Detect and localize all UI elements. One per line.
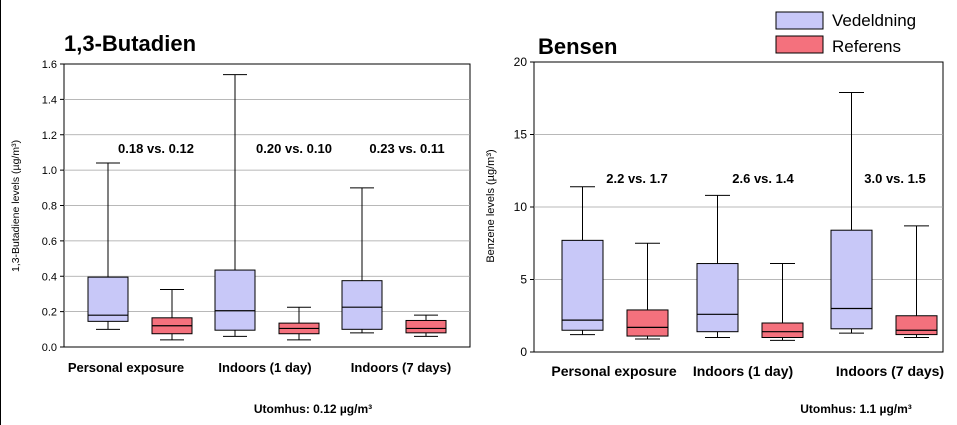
y-tick-label: 1.0 <box>42 165 57 177</box>
y-tick-label: 0.4 <box>42 271 57 283</box>
benzene-chart: Bensen Benzene levels (µg/m³) Utomhus: 1… <box>485 34 944 416</box>
y-tick-label: 20 <box>514 55 528 69</box>
box-body <box>895 315 938 336</box>
y-tick-label: 1.6 <box>42 59 57 71</box>
box-vedeldning-3 <box>341 187 383 334</box>
y-tick-label: 0.8 <box>42 201 57 213</box>
box-body <box>761 322 804 338</box>
annotation-label: 2.6 vs. 1.4 <box>732 171 794 186</box>
y-axis-label-butadiene: 1,3-Butadiene levels (µg/m³) <box>10 140 22 272</box>
category-label: Indoors (7 days) <box>836 363 944 379</box>
annotation-label: 0.18 vs. 0.12 <box>118 141 194 156</box>
chart-title-butadiene: 1,3-Butadien <box>64 31 196 56</box>
y-tick-label: 0.6 <box>42 236 57 248</box>
y-tick-label: 5 <box>520 273 527 287</box>
box-referens-1 <box>626 242 669 340</box>
box-body <box>405 319 447 334</box>
box-referens-3 <box>895 225 938 338</box>
legend-label-vedeldning: Vedeldning <box>832 11 916 30</box>
y-axis-label-benzene: Benzene levels (µg/m³) <box>485 149 497 262</box>
box-body <box>626 309 669 337</box>
box-body <box>341 280 383 330</box>
annotation-label: 0.20 vs. 0.10 <box>256 141 332 156</box>
category-label: Personal exposure <box>68 360 184 375</box>
annotation-label: 2.2 vs. 1.7 <box>606 171 667 186</box>
chart-title-benzene: Bensen <box>538 34 617 59</box>
y-tick-label: 15 <box>514 128 528 142</box>
box-referens-2 <box>761 263 804 341</box>
y-tick-label: 1.2 <box>42 130 57 142</box>
box-vedeldning-2 <box>696 194 739 338</box>
box-vedeldning-1 <box>561 186 604 336</box>
category-label: Indoors (1 day) <box>218 360 311 375</box>
y-tick-label: 1.4 <box>42 94 57 106</box>
box-referens-1 <box>151 289 193 341</box>
box-body <box>561 239 604 331</box>
box-body <box>830 229 873 330</box>
box-body <box>696 263 739 333</box>
category-label: Indoors (1 day) <box>693 363 793 379</box>
y-tick-label: 10 <box>514 200 528 214</box>
y-tick-label: 0 <box>520 345 527 359</box>
box-vedeldning-2 <box>214 74 256 337</box>
category-label: Indoors (7 days) <box>351 360 451 375</box>
box-body <box>87 276 129 322</box>
butadiene-chart: 1,3-Butadien 1,3-Butadiene levels (µg/m³… <box>10 31 471 416</box>
box-referens-3 <box>405 314 447 337</box>
box-body <box>214 269 256 331</box>
box-referens-2 <box>278 306 320 341</box>
legend-swatch-vedeldning <box>775 11 824 30</box>
y-tick-label: 0.0 <box>42 342 57 354</box>
footnote-butadiene: Utomhus: 0.12 µg/m³ <box>254 402 372 416</box>
box-vedeldning-1 <box>87 162 129 330</box>
annotation-label: 0.23 vs. 0.11 <box>369 141 444 156</box>
box-vedeldning-3 <box>830 91 873 334</box>
footnote-benzene: Utomhus: 1.1 µg/m³ <box>800 402 912 416</box>
legend-label-referens: Referens <box>832 37 901 56</box>
y-tick-label: 0.2 <box>42 307 57 319</box>
legend: Vedeldning Referens <box>775 11 916 56</box>
legend-swatch-referens <box>775 35 824 54</box>
annotation-label: 3.0 vs. 1.5 <box>864 171 925 186</box>
category-label: Personal exposure <box>551 363 676 379</box>
